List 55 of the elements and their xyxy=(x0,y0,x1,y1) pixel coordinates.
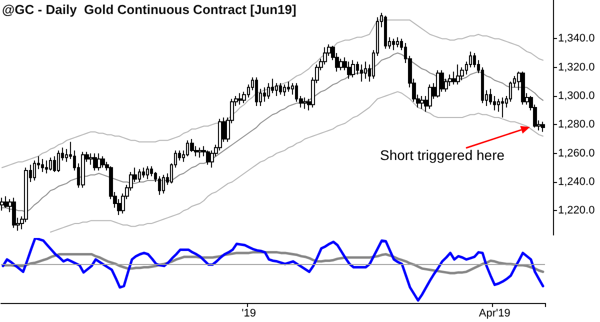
candlestick xyxy=(255,76,258,107)
annotation: Short triggered here xyxy=(380,147,505,163)
candlestick xyxy=(12,197,16,228)
candlestick xyxy=(146,166,149,180)
y-tick-label: 1,280.0 xyxy=(558,118,595,131)
x-tick-label: '19 xyxy=(242,308,256,320)
candlestick xyxy=(263,86,266,102)
candlestick xyxy=(360,64,363,82)
candlestick xyxy=(501,96,504,118)
y-tick-label: 1,300.0 xyxy=(558,90,595,102)
candlestick xyxy=(275,82,278,97)
candlestick xyxy=(541,121,545,132)
candlestick xyxy=(238,92,242,106)
candlestick xyxy=(267,82,270,100)
y-tick-label: 1,320.0 xyxy=(558,61,595,74)
line-series xyxy=(2,20,544,168)
candlestick xyxy=(283,84,286,97)
candlestick xyxy=(396,36,399,48)
y-tick-label: 1,220.0 xyxy=(558,204,595,217)
chart-title: @GC - Daily Gold Continuous Contract [Jun19] xyxy=(2,2,296,17)
candlestick xyxy=(279,82,282,96)
candlestick xyxy=(351,60,355,78)
candlestick xyxy=(384,15,387,50)
candlestick xyxy=(420,96,424,110)
candlestick xyxy=(456,64,460,86)
y-tick-label: 1,240.0 xyxy=(558,176,595,188)
candlestick xyxy=(97,152,101,172)
line-series xyxy=(50,91,544,233)
line-series xyxy=(2,52,544,213)
candlestick xyxy=(49,157,52,172)
candlestick xyxy=(521,71,525,106)
candlestick xyxy=(101,156,105,168)
candlestick xyxy=(81,151,85,188)
candlestick xyxy=(206,150,210,166)
candlestick xyxy=(93,152,97,172)
candlestick xyxy=(158,176,161,196)
candlestick xyxy=(436,70,440,98)
candlestick xyxy=(4,196,8,208)
candlestick xyxy=(428,84,432,110)
candlestick xyxy=(142,167,145,178)
candlestick xyxy=(303,96,307,110)
candlestick xyxy=(392,38,395,51)
candlestick xyxy=(45,160,48,174)
candlestick xyxy=(33,160,36,182)
candlestick xyxy=(57,150,60,172)
x-tick-label: Apr'19 xyxy=(478,308,510,320)
y-tick-label: 1,260.0 xyxy=(558,147,595,160)
y-tick-label: 1,340.0 xyxy=(558,32,595,45)
candlestick xyxy=(41,158,44,172)
candlestick xyxy=(347,61,351,80)
candlestick xyxy=(162,174,165,194)
candlestick xyxy=(364,61,367,80)
candlestick xyxy=(198,147,202,158)
candlestick xyxy=(190,138,194,152)
candlestick xyxy=(287,81,290,92)
